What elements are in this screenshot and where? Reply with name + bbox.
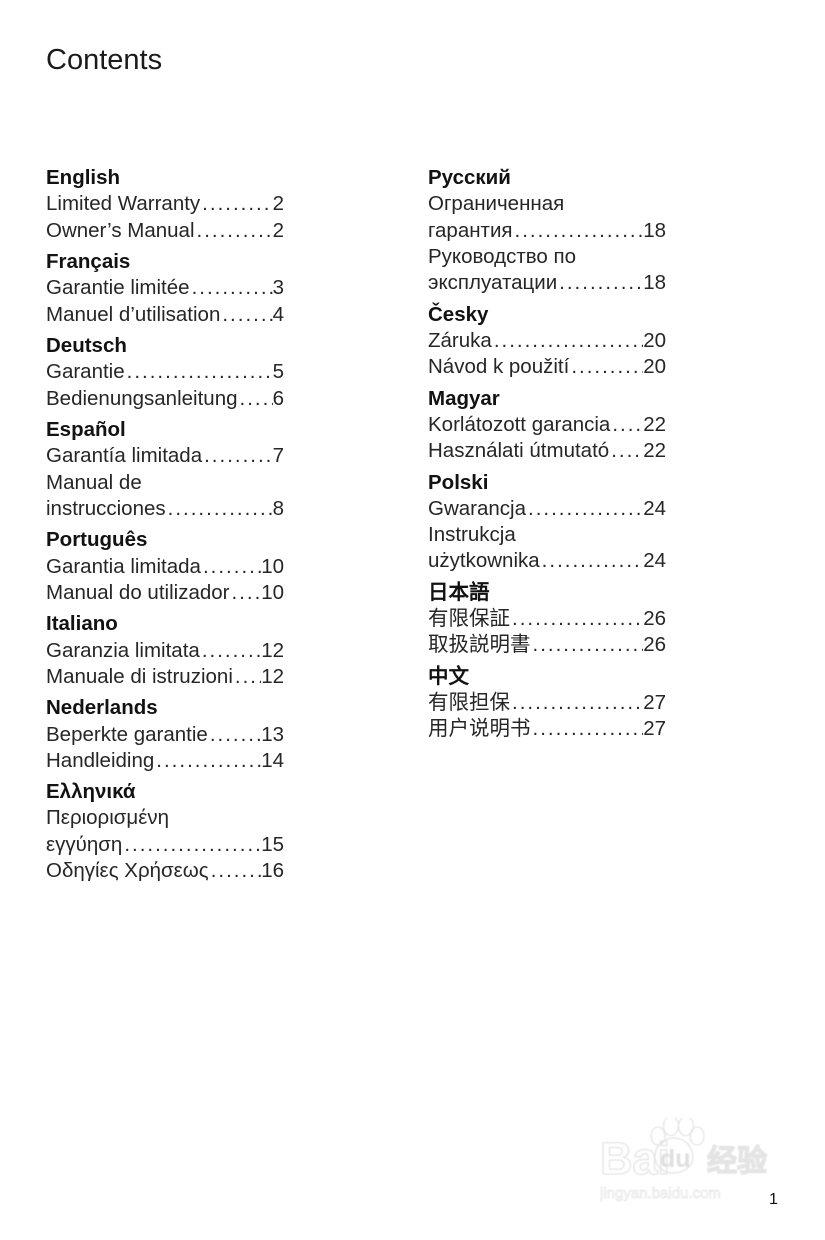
svg-text:jingyan.baidu.com: jingyan.baidu.com (600, 1185, 721, 1202)
svg-text:经验: 经验 (707, 1144, 767, 1178)
svg-text:du: du (660, 1145, 691, 1173)
